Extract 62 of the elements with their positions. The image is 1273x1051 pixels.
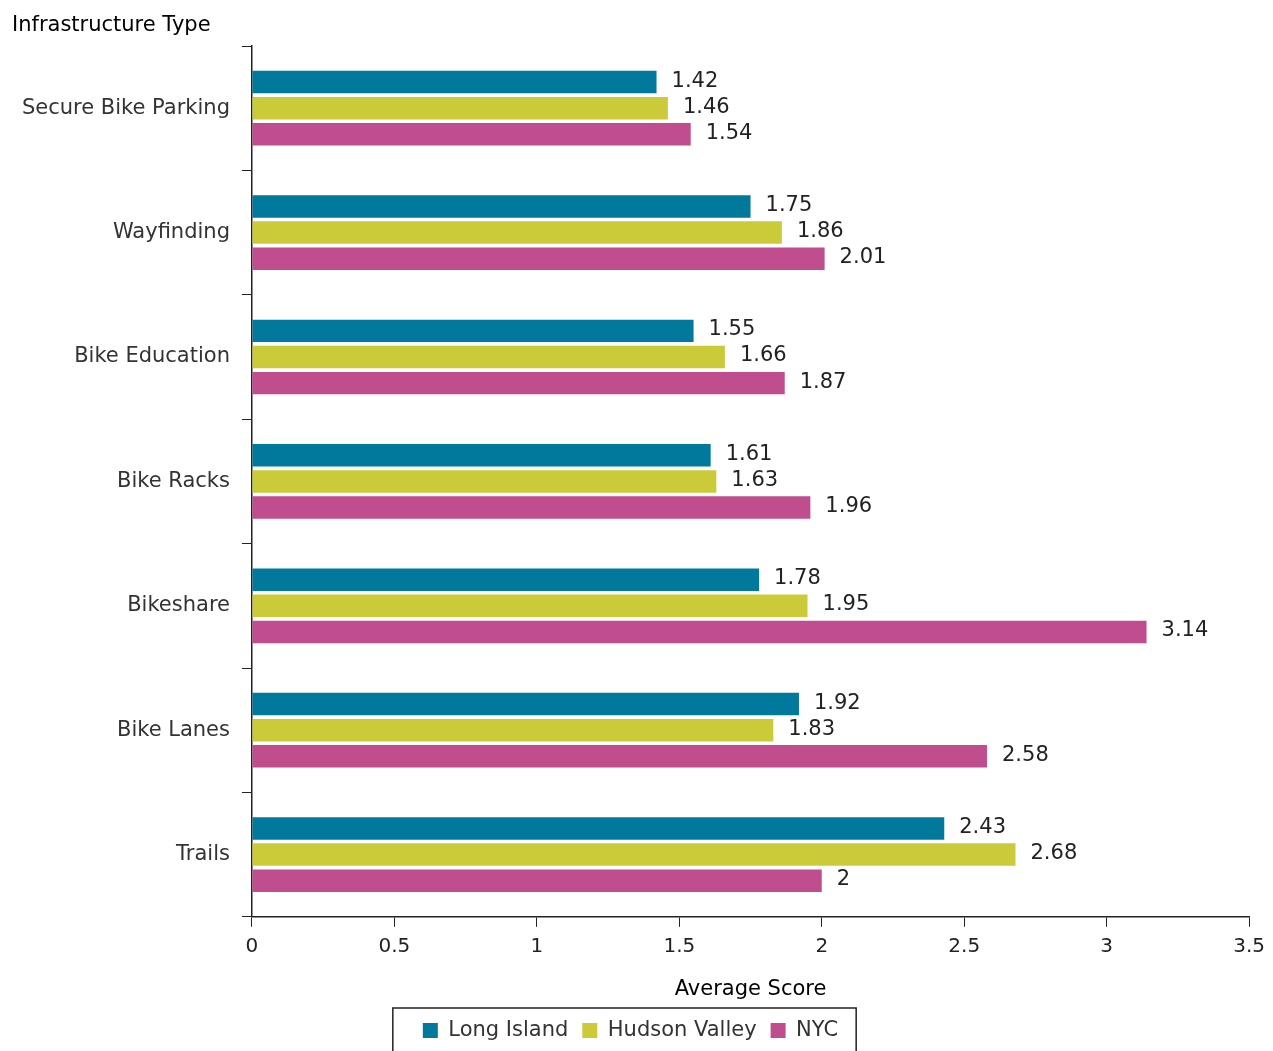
legend-label: NYC — [796, 1016, 839, 1041]
bar — [252, 869, 822, 892]
data-label: 1.87 — [799, 368, 847, 393]
y-tick-label: Bike Lanes — [116, 716, 230, 741]
bar — [252, 319, 694, 343]
x-tick-label: 3 — [1100, 933, 1114, 957]
data-label: 1.42 — [671, 67, 719, 92]
y-tick-label: Bike Racks — [117, 467, 230, 492]
bar — [252, 843, 1016, 866]
bar — [252, 345, 725, 369]
y-tick-label: Wayfinding — [112, 219, 230, 244]
bar — [252, 620, 1147, 644]
x-tick-label: 1 — [530, 933, 544, 957]
bar — [252, 594, 808, 618]
data-label: 1.54 — [705, 119, 753, 144]
bar — [252, 221, 782, 244]
data-label: 1.55 — [708, 316, 756, 341]
legend-label: Long Island — [448, 1016, 569, 1041]
bar — [252, 470, 717, 493]
x-tick-label: 0 — [245, 933, 259, 957]
data-label: 2.58 — [1002, 741, 1049, 766]
bar — [252, 371, 785, 395]
data-label: 1.61 — [725, 440, 773, 465]
data-label: 1.96 — [825, 492, 873, 517]
y-axis-title: Infrastructure Type — [12, 12, 211, 37]
bar — [252, 195, 751, 218]
bar — [252, 496, 811, 519]
x-tick-label: 2.5 — [948, 933, 981, 957]
data-label: 1.95 — [822, 591, 870, 616]
bar — [252, 745, 987, 768]
data-label: 1.86 — [796, 218, 844, 243]
bar — [252, 568, 760, 591]
data-label: 2.68 — [1030, 840, 1078, 865]
x-tick-label: 0.5 — [378, 933, 411, 957]
y-tick-label: Trails — [175, 841, 230, 866]
bar — [252, 247, 825, 270]
bar — [252, 718, 774, 742]
bar — [252, 444, 711, 467]
data-label: 1.63 — [731, 466, 779, 491]
bar — [252, 817, 945, 840]
x-axis-title: Average Score — [674, 975, 827, 1000]
x-tick-label: 2 — [815, 933, 829, 957]
bar — [252, 692, 799, 716]
data-label: 2 — [836, 866, 851, 891]
data-label: 1.75 — [765, 191, 813, 216]
y-tick-label: Bikeshare — [127, 592, 230, 617]
x-tick-label: 1.5 — [663, 933, 696, 957]
data-label: 3.14 — [1161, 617, 1209, 642]
bar — [252, 70, 657, 94]
legend-label: Hudson Valley — [607, 1016, 757, 1041]
data-label: 2.01 — [839, 244, 887, 269]
data-label: 1.66 — [739, 342, 787, 367]
bar — [252, 96, 668, 120]
data-label: 2.43 — [959, 813, 1007, 838]
data-label: 1.46 — [682, 93, 730, 118]
y-tick-label: Bike Education — [74, 343, 230, 368]
data-label: 1.92 — [813, 689, 861, 714]
data-label: 1.78 — [774, 565, 821, 590]
data-label: 1.83 — [788, 715, 836, 740]
bar — [252, 123, 691, 146]
y-tick-label: Secure Bike Parking — [22, 94, 230, 119]
x-tick-label: 3.5 — [1233, 933, 1265, 957]
